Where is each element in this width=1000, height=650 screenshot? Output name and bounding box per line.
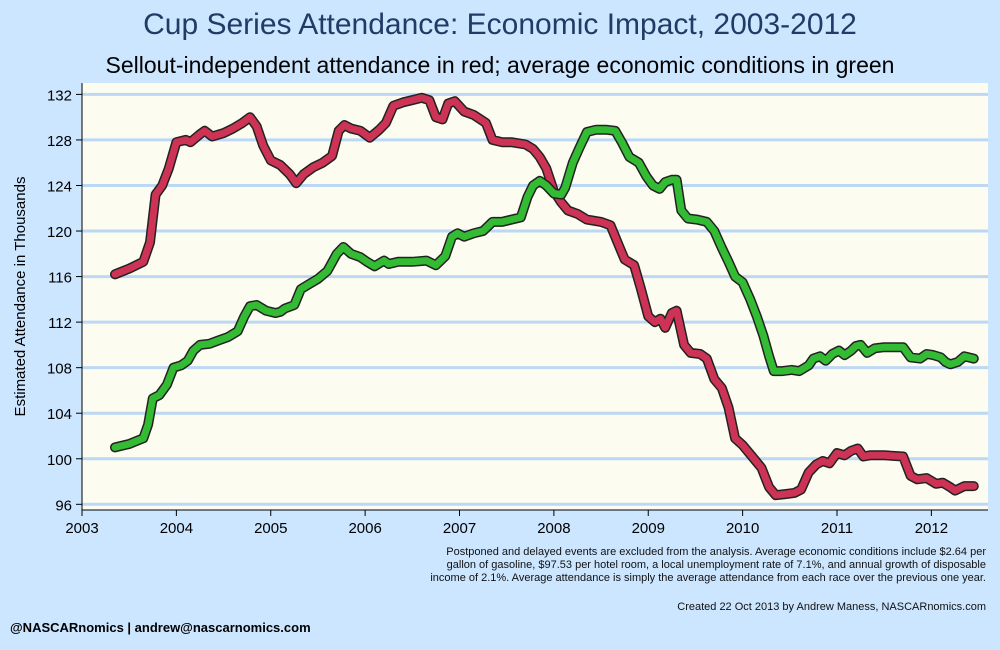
chart-subtitle: Sellout-independent attendance in red; a…: [105, 52, 895, 78]
x-tick-label: 2006: [348, 520, 381, 537]
chart-title: Cup Series Attendance: Economic Impact, …: [143, 8, 857, 41]
footnote: Postponed and delayed events are exclude…: [430, 546, 986, 584]
x-tick-label: 2007: [443, 520, 476, 537]
y-tick-label: 128: [47, 133, 72, 150]
x-tick-label: 2011: [821, 520, 853, 537]
y-tick-label: 132: [47, 87, 72, 104]
x-tick-label: 2005: [254, 520, 287, 537]
y-tick-label: 120: [47, 224, 72, 241]
y-tick-label: 116: [48, 270, 72, 287]
y-tick-label: 112: [48, 315, 72, 332]
x-tick-label: 2009: [632, 520, 665, 537]
x-tick-label: 2004: [160, 520, 193, 537]
y-tick-label: 100: [47, 452, 72, 469]
economic-conditions-line: [111, 126, 978, 451]
credit-line: Created 22 Oct 2013 by Andrew Maness, NA…: [677, 601, 986, 613]
y-tick-label: 124: [47, 178, 72, 195]
y-axis-label: Estimated Attendance in Thousands: [12, 177, 29, 417]
author-handle: @NASCARnomics | andrew@nascarnomics.com: [10, 620, 311, 635]
y-tick-label: 108: [47, 361, 72, 378]
x-tick-label: 2010: [726, 520, 759, 537]
x-tick-label: 2003: [65, 520, 98, 537]
y-tick-label: 104: [47, 406, 72, 423]
y-tick-label: 96: [55, 497, 72, 514]
x-tick-label: 2012: [915, 520, 948, 537]
x-tick-label: 2008: [537, 520, 570, 537]
